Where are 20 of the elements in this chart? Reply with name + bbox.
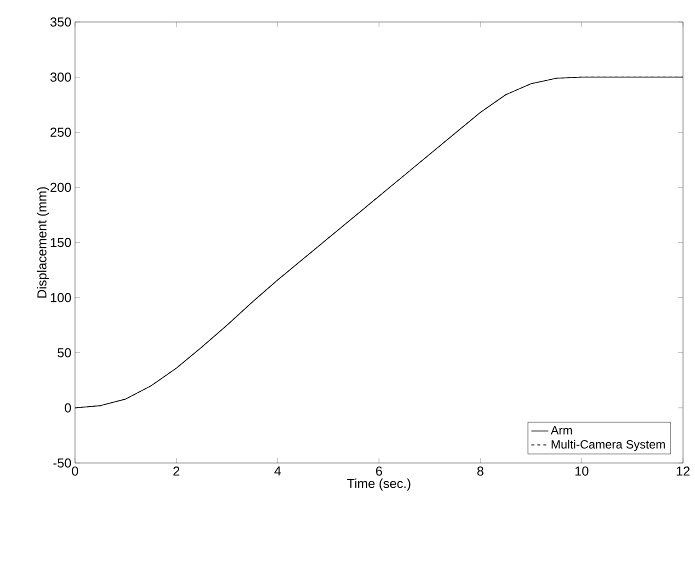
x-tick-label: 12: [676, 466, 690, 476]
y-tick-label: 150: [50, 238, 71, 248]
x-tick-label: 10: [575, 466, 588, 476]
y-tick-label: 250: [50, 128, 71, 137]
y-tick-label: -50: [53, 458, 71, 468]
x-tick-label: 8: [477, 466, 484, 476]
x-tick-label: 4: [274, 466, 281, 476]
y-tick-label: 0: [64, 403, 71, 412]
legend-label: Multi-Camera System: [552, 440, 665, 451]
y-tick-label: 350: [50, 17, 71, 27]
y-tick-label: 100: [50, 293, 71, 302]
y-axis-title: Displacement (mm): [36, 187, 50, 298]
x-tick-label: 0: [72, 466, 78, 476]
x-tick-label: 2: [173, 466, 180, 476]
legend-label: Arm: [550, 426, 572, 434]
y-tick-label: 300: [50, 72, 71, 82]
y-tick-label: 50: [58, 348, 71, 358]
y-tick-label: 200: [50, 182, 71, 192]
x-tick-label: 6: [376, 466, 382, 476]
x-axis-title: Time (sec.): [347, 478, 410, 491]
